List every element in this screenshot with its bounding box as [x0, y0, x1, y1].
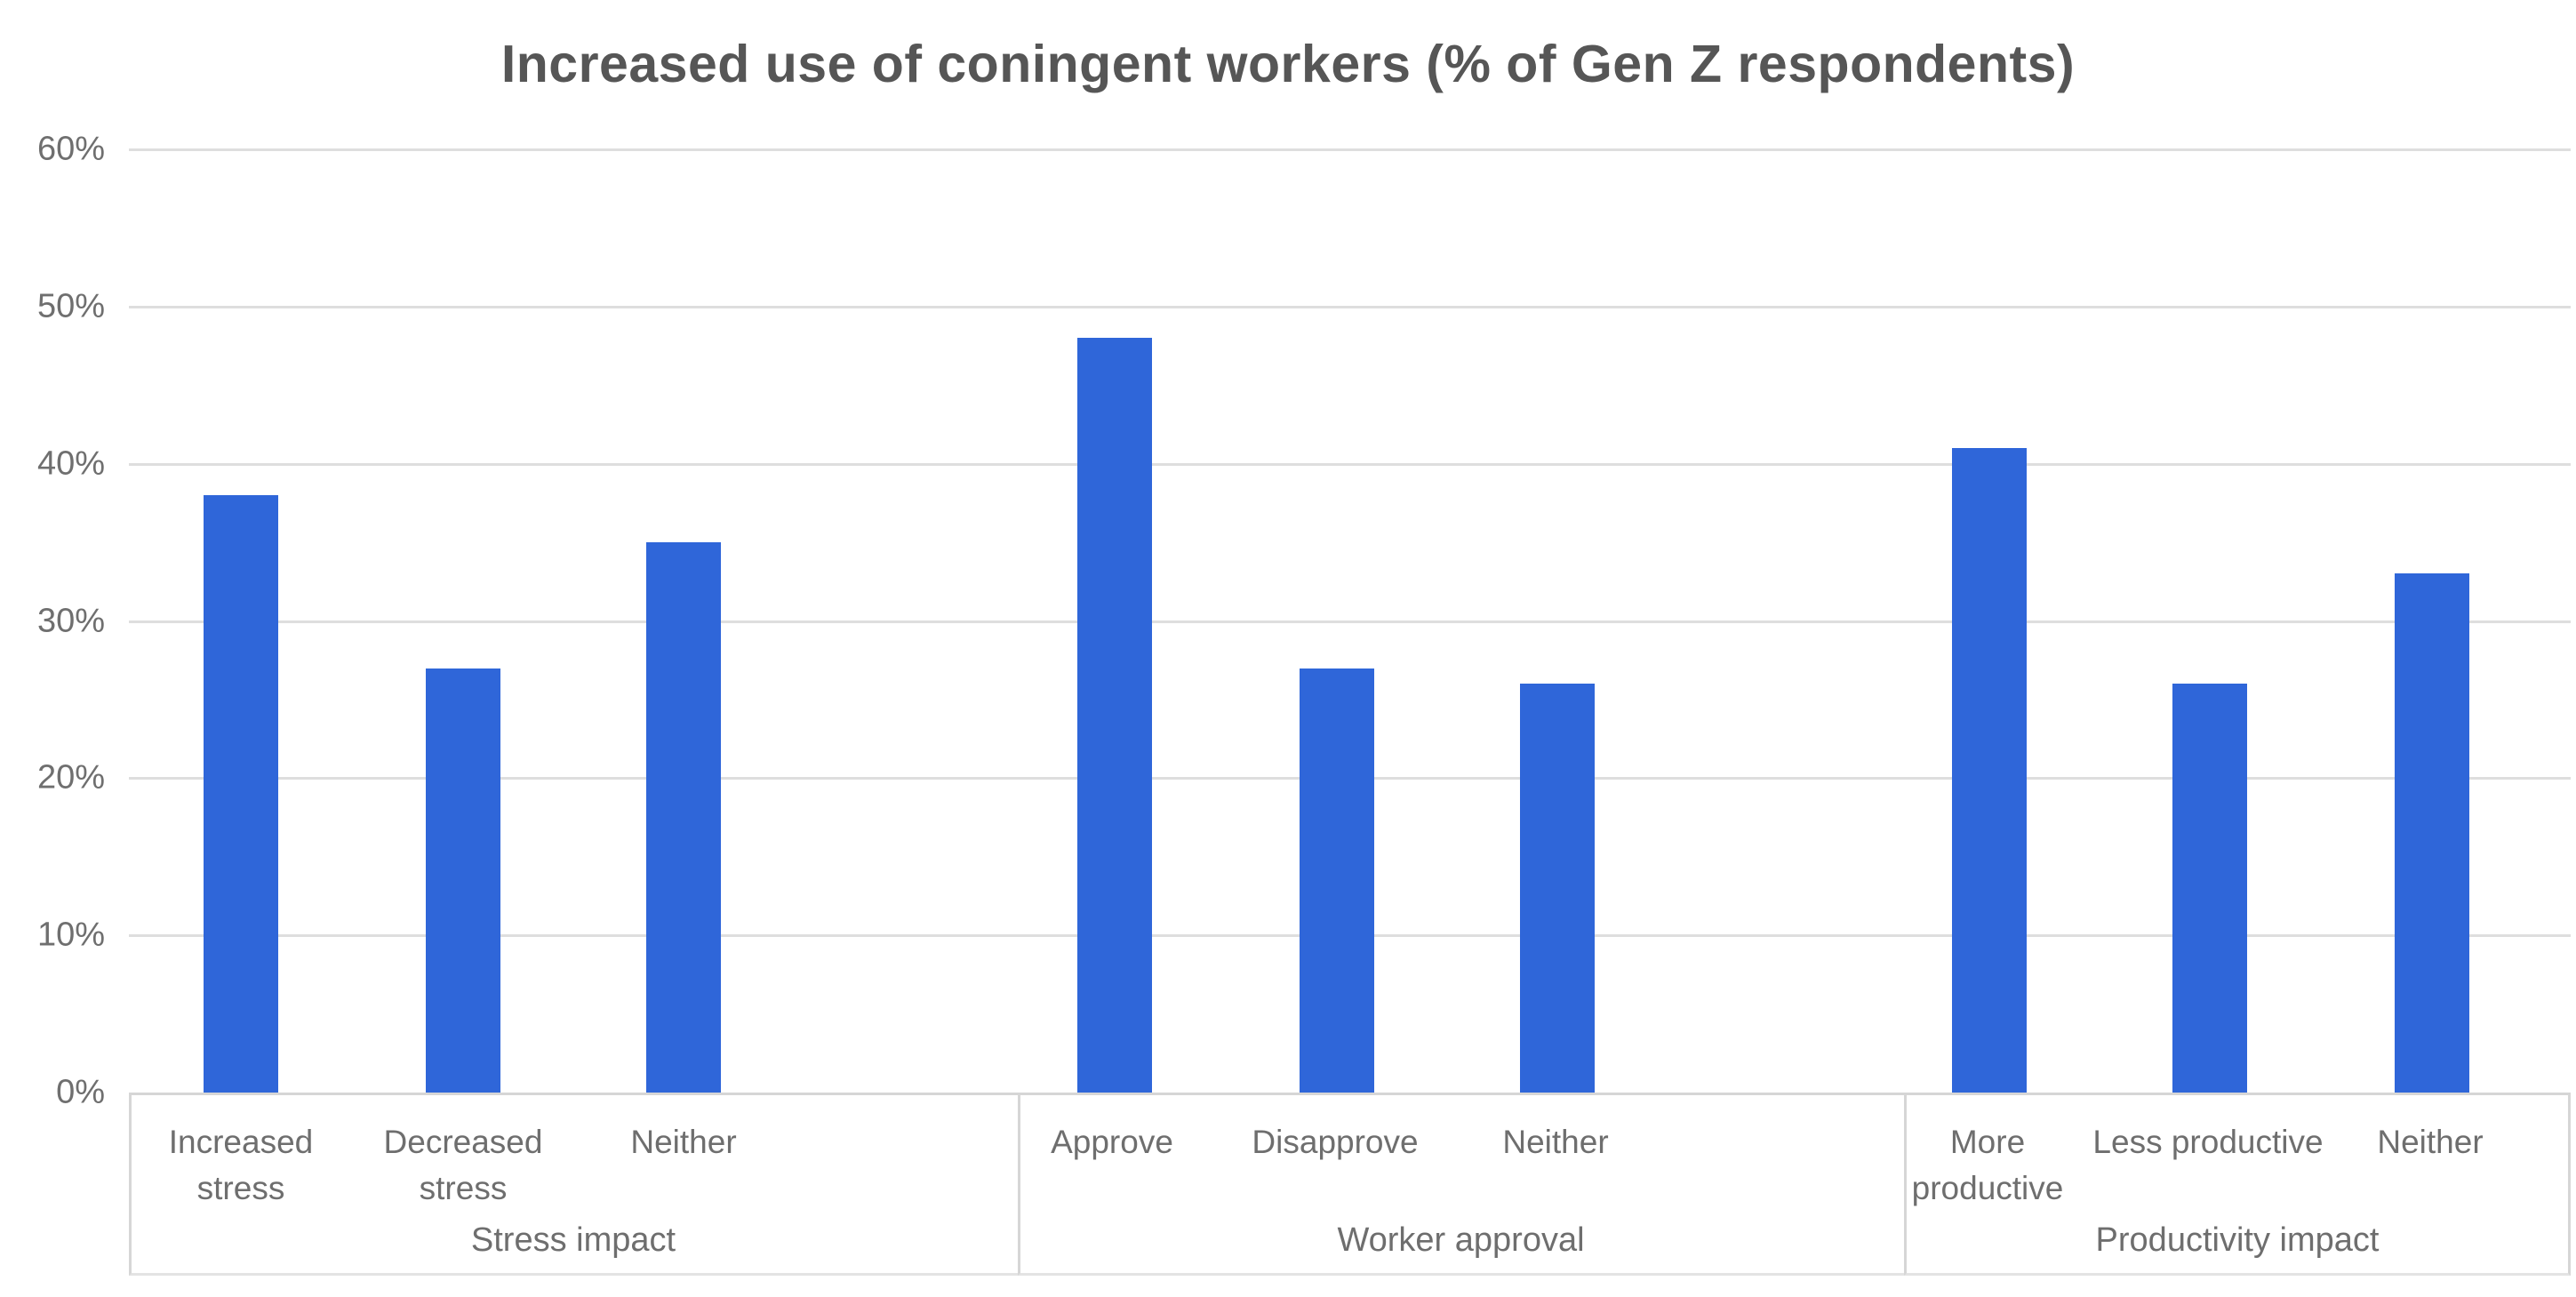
- bar-stress-neither: [646, 542, 721, 1093]
- group-box-productivity-impact: [1904, 1093, 2571, 1276]
- group-label-worker-approval: Worker approval: [1337, 1221, 1585, 1259]
- bar-less-productive: [2172, 684, 2247, 1093]
- y-tick-10: 10%: [36, 916, 105, 954]
- bar-decreased-stress: [426, 668, 500, 1093]
- x-axis-groups: Increased stress Decreased stress Neithe…: [129, 1093, 2571, 1276]
- y-axis: 60% 50% 40% 30% 20% 10% 0%: [0, 131, 105, 1111]
- category-label-increased-stress: Increased stress: [168, 1124, 314, 1206]
- category-label-productivity-neither: Neither: [2377, 1124, 2484, 1160]
- category-label-approval-neither: Neither: [1502, 1124, 1609, 1160]
- y-tick-0: 0%: [56, 1073, 105, 1111]
- bar-productivity-neither: [2395, 573, 2469, 1093]
- y-tick-40: 40%: [36, 444, 105, 483]
- category-label-less-productive: Less productive: [2092, 1124, 2324, 1160]
- group-box-worker-approval: [1018, 1093, 1904, 1276]
- bar-more-productive: [1952, 447, 2027, 1093]
- y-tick-20: 20%: [36, 758, 105, 797]
- plot-area: [129, 148, 2571, 1093]
- category-label-disapprove: Disapprove: [1252, 1124, 1419, 1160]
- group-label-productivity-impact: Productivity impact: [2095, 1221, 2380, 1259]
- gridline-30: [129, 620, 2571, 623]
- gridline-60: [129, 148, 2571, 151]
- gridline-40: [129, 462, 2571, 466]
- chart-title: Increased use of coningent workers (% of…: [500, 35, 2076, 93]
- category-label-stress-neither: Neither: [630, 1124, 737, 1160]
- bar-approval-neither: [1520, 684, 1595, 1093]
- bar-disapprove: [1300, 668, 1374, 1093]
- y-tick-30: 30%: [36, 602, 105, 639]
- gridline-50: [129, 305, 2571, 308]
- category-label-decreased-stress: Decreased stress: [383, 1124, 543, 1206]
- group-label-stress-impact: Stress impact: [470, 1221, 676, 1259]
- group-box-stress-impact: [129, 1093, 1018, 1276]
- category-label-approve: Approve: [1051, 1124, 1173, 1160]
- category-label-more-productive: More productive: [1911, 1124, 2064, 1206]
- bar-increased-stress: [204, 495, 278, 1093]
- bar-approve: [1077, 338, 1152, 1093]
- y-tick-60: 60%: [36, 130, 105, 168]
- y-tick-50: 50%: [36, 287, 105, 325]
